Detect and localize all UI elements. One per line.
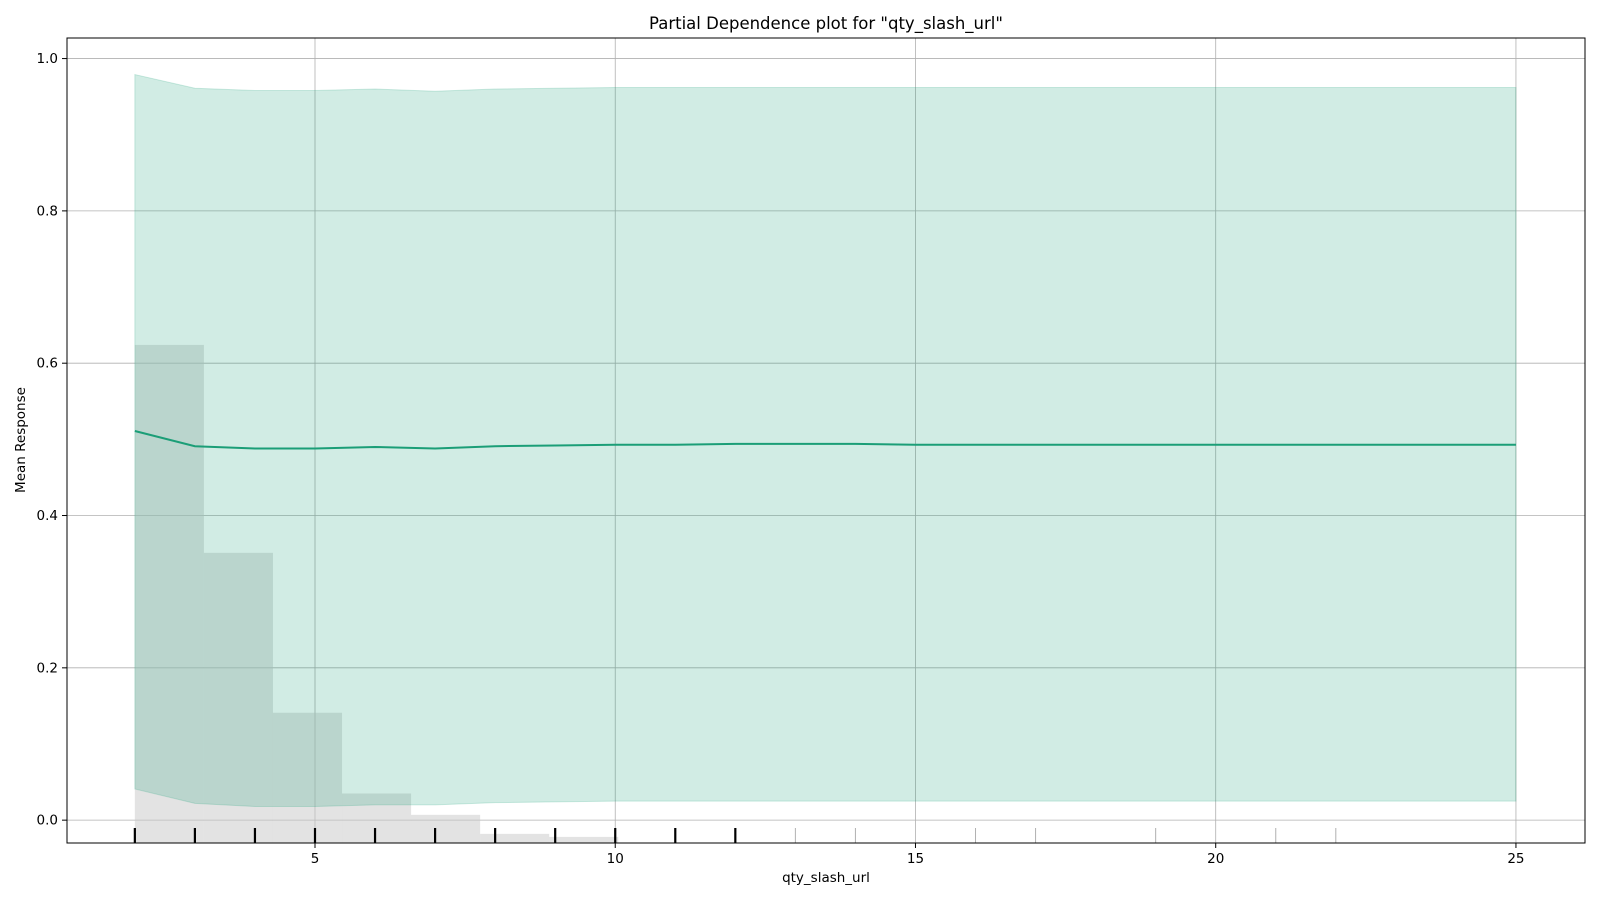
x-tick-label: 25	[1507, 851, 1524, 867]
chart-title: Partial Dependence plot for "qty_slash_u…	[649, 14, 1003, 34]
histogram-bars	[134, 344, 619, 843]
x-axis-label: qty_slash_url	[782, 870, 870, 886]
histogram-bar	[549, 836, 619, 843]
grid-lines	[67, 38, 1585, 843]
histogram-bar	[134, 344, 204, 843]
rug-ticks	[133, 828, 1337, 843]
plot-frame	[66, 37, 1586, 844]
histogram-bar	[411, 814, 481, 843]
histogram-bar	[342, 793, 412, 843]
histogram-bar	[203, 552, 273, 843]
confidence-band	[134, 73, 1517, 807]
x-axis: 5 10 15 20 25	[311, 843, 1525, 867]
x-tick-label: 5	[311, 851, 320, 867]
y-tick-label: 1.0	[37, 51, 58, 67]
x-tick-label: 15	[907, 851, 924, 867]
plot-area	[67, 38, 1585, 843]
confidence-band-area	[134, 73, 1517, 807]
y-tick-label: 0.2	[37, 660, 58, 676]
histogram-bar	[272, 712, 343, 843]
mean-response-line	[134, 430, 1516, 450]
x-tick-label: 20	[1207, 851, 1224, 867]
y-axis-label: Mean Response	[13, 387, 29, 493]
y-axis: 0.0 0.2 0.4 0.6 0.8 1.0	[37, 51, 67, 829]
y-tick-label: 0.4	[37, 508, 58, 524]
histogram-bar	[480, 833, 550, 843]
mean-response-line-path	[134, 430, 1516, 450]
x-tick-label: 10	[607, 851, 624, 867]
y-tick-label: 0.8	[37, 203, 58, 219]
y-tick-label: 0.0	[37, 813, 58, 829]
y-tick-label: 0.6	[37, 356, 58, 372]
